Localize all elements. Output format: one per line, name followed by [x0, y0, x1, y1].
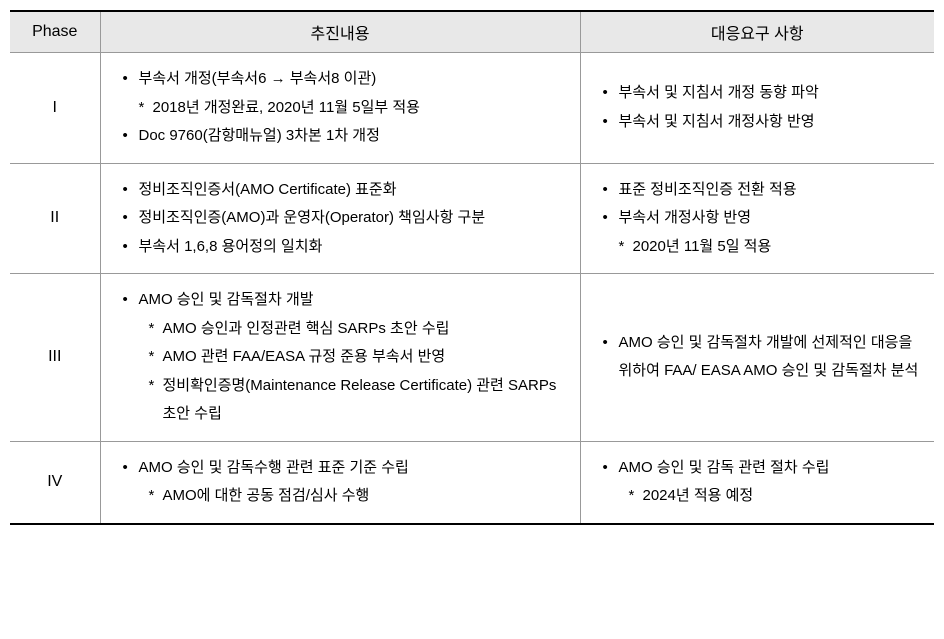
header-response: 대응요구 사항 [580, 11, 934, 53]
content-list: 정비조직인증서(AMO Certificate) 표준화정비조직인증(AMO)과… [115, 176, 572, 262]
content-item: AMO 승인 및 감독절차 개발 [115, 286, 572, 315]
phase-cell: I [10, 53, 100, 164]
response-item: 표준 정비조직인증 전환 적용 [595, 176, 927, 205]
header-phase: Phase [10, 11, 100, 53]
content-item: AMO 승인과 인정관련 핵심 SARPs 초안 수립 [115, 315, 572, 344]
response-item: 2024년 적용 예정 [595, 482, 927, 511]
header-row: Phase 추진내용 대응요구 사항 [10, 11, 934, 53]
response-item: 2020년 11월 5일 적용 [595, 233, 927, 262]
content-item: AMO 관련 FAA/EASA 규정 준용 부속서 반영 [115, 343, 572, 372]
content-cell: AMO 승인 및 감독절차 개발AMO 승인과 인정관련 핵심 SARPs 초안… [100, 274, 580, 442]
phase-cell: IV [10, 441, 100, 524]
response-list: AMO 승인 및 감독절차 개발에 선제적인 대응을 위하여 FAA/ EASA… [595, 329, 927, 386]
phase-table: Phase 추진내용 대응요구 사항 I부속서 개정(부속서6 → 부속서8 이… [10, 10, 934, 525]
content-cell: 부속서 개정(부속서6 → 부속서8 이관)2018년 개정완료, 2020년 … [100, 53, 580, 164]
content-item: AMO에 대한 공동 점검/심사 수행 [115, 482, 572, 511]
response-list: 표준 정비조직인증 전환 적용부속서 개정사항 반영2020년 11월 5일 적… [595, 176, 927, 262]
content-item: 부속서 개정(부속서6 → 부속서8 이관) [115, 65, 572, 94]
table-row: IIIAMO 승인 및 감독절차 개발AMO 승인과 인정관련 핵심 SARPs… [10, 274, 934, 442]
response-list: 부속서 및 지침서 개정 동향 파악부속서 및 지침서 개정사항 반영 [595, 79, 927, 136]
content-item: 정비확인증명(Maintenance Release Certificate) … [115, 372, 572, 429]
content-item: AMO 승인 및 감독수행 관련 표준 기준 수립 [115, 454, 572, 483]
content-cell: AMO 승인 및 감독수행 관련 표준 기준 수립AMO에 대한 공동 점검/심… [100, 441, 580, 524]
response-list: AMO 승인 및 감독 관련 절차 수립2024년 적용 예정 [595, 454, 927, 511]
content-item: 정비조직인증서(AMO Certificate) 표준화 [115, 176, 572, 205]
content-cell: 정비조직인증서(AMO Certificate) 표준화정비조직인증(AMO)과… [100, 163, 580, 274]
header-content: 추진내용 [100, 11, 580, 53]
content-list: 부속서 개정(부속서6 → 부속서8 이관)2018년 개정완료, 2020년 … [115, 65, 572, 151]
content-item: 부속서 1,6,8 용어정의 일치화 [115, 233, 572, 262]
response-item: AMO 승인 및 감독 관련 절차 수립 [595, 454, 927, 483]
phase-cell: II [10, 163, 100, 274]
response-cell: AMO 승인 및 감독 관련 절차 수립2024년 적용 예정 [580, 441, 934, 524]
content-item: 정비조직인증(AMO)과 운영자(Operator) 책임사항 구분 [115, 204, 572, 233]
response-cell: 부속서 및 지침서 개정 동향 파악부속서 및 지침서 개정사항 반영 [580, 53, 934, 164]
content-item: Doc 9760(감항매뉴얼) 3차본 1차 개정 [115, 122, 572, 151]
table-row: I부속서 개정(부속서6 → 부속서8 이관)2018년 개정완료, 2020년… [10, 53, 934, 164]
response-item: 부속서 및 지침서 개정 동향 파악 [595, 79, 927, 108]
response-item: AMO 승인 및 감독절차 개발에 선제적인 대응을 위하여 FAA/ EASA… [595, 329, 927, 386]
response-cell: AMO 승인 및 감독절차 개발에 선제적인 대응을 위하여 FAA/ EASA… [580, 274, 934, 442]
response-cell: 표준 정비조직인증 전환 적용부속서 개정사항 반영2020년 11월 5일 적… [580, 163, 934, 274]
content-list: AMO 승인 및 감독절차 개발AMO 승인과 인정관련 핵심 SARPs 초안… [115, 286, 572, 429]
response-item: 부속서 및 지침서 개정사항 반영 [595, 108, 927, 137]
content-list: AMO 승인 및 감독수행 관련 표준 기준 수립AMO에 대한 공동 점검/심… [115, 454, 572, 511]
table-row: II정비조직인증서(AMO Certificate) 표준화정비조직인증(AMO… [10, 163, 934, 274]
table-body: I부속서 개정(부속서6 → 부속서8 이관)2018년 개정완료, 2020년… [10, 53, 934, 524]
response-item: 부속서 개정사항 반영 [595, 204, 927, 233]
phase-cell: III [10, 274, 100, 442]
table-row: IV AMO 승인 및 감독수행 관련 표준 기준 수립AMO에 대한 공동 점검… [10, 441, 934, 524]
content-item: 2018년 개정완료, 2020년 11월 5일부 적용 [115, 94, 572, 123]
